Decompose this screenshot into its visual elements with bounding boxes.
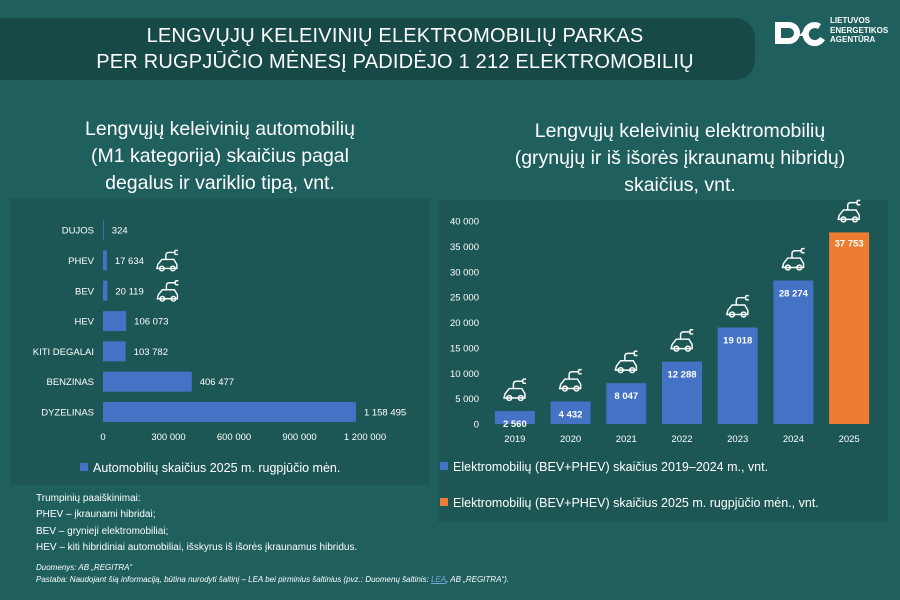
legend-swatch-blue [80, 463, 88, 471]
left-chart-title: Lengvųjų keleivinių automobilių (M1 kate… [30, 116, 410, 197]
page-title-line-1: LENGVŲJŲ KELEIVINIŲ ELEKTROMOBILIŲ PARKA… [146, 25, 644, 47]
right-chart-title: Lengvųjų keleivinių elektromobilių (gryn… [470, 118, 890, 199]
notes-line: HEV – kiti hibridiniai automobiliai, išs… [36, 541, 358, 553]
notes-line: PHEV – įkraunami hibridai; [36, 509, 156, 521]
logo-line: LIETUVOS [830, 16, 871, 25]
logo-line: AGENTŪRA [830, 35, 876, 44]
lea-logo-icon [775, 22, 825, 47]
logo-text: LIETUVOS ENERGETIKOS AGENTŪRA [830, 16, 888, 45]
notes-heading: Trumpinių paaiškinimai: [36, 493, 141, 504]
notes-line: BEV – grynieji elektromobiliai; [36, 525, 169, 537]
source-line-2: Pastaba: Naudojant šią informaciją, būti… [36, 574, 509, 586]
logo-line: ENERGETIKOS [830, 25, 889, 35]
legend-swatch-blue [440, 462, 448, 470]
right-chart-title-line: Lengvųjų keleivinių elektromobilių [534, 120, 826, 142]
source-line-2-pre: Pastaba: Naudojant šią informaciją, būti… [36, 574, 432, 584]
right-legend-label-1: Elektromobilių (BEV+PHEV) skaičius 2019–… [453, 460, 769, 474]
source-note: Duomenys: AB „REGITRA“ Pastaba: Naudojan… [36, 562, 509, 585]
right-legend-label-2: Elektromobilių (BEV+PHEV) skaičius 2025 … [453, 496, 819, 510]
left-legend-label: Automobilių skaičius 2025 m. rugpjūčio m… [93, 461, 341, 475]
left-chart-title-line: Lengvųjų keleivinių automobilių [85, 118, 355, 140]
lea-link[interactable]: LEA [431, 574, 447, 584]
abbreviation-notes: Trumpinių paaiškinimai: PHEV – įkraunami… [36, 491, 357, 556]
title-banner: LENGVŲJŲ KELEIVINIŲ ELEKTROMOBILIŲ PARKA… [0, 18, 755, 80]
right-chart-legend-2: Elektromobilių (BEV+PHEV) skaičius 2025 … [440, 496, 819, 510]
right-chart-title-line: (grynųjų ir iš išorės įkraunamų hibridų) [514, 147, 846, 169]
legend-swatch-orange [440, 498, 448, 506]
page-title-line-2: PER RUGPJŪČIO MĖNESĮ PADIDĖJO 1 212 ELEK… [96, 51, 694, 73]
left-chart-legend: Automobilių skaičius 2025 m. rugpjūčio m… [80, 461, 340, 475]
right-chart-legend-1: Elektromobilių (BEV+PHEV) skaičius 2019–… [440, 460, 768, 474]
left-chart-title-line: (M1 kategorija) skaičius pagal [91, 145, 349, 167]
source-line-1: Duomenys: AB „REGITRA“ [36, 563, 133, 572]
source-line-2-post: , AB „REGITRA“). [446, 574, 509, 584]
left-chart-panel [10, 198, 430, 485]
right-chart-title-line: skaičius, vnt. [624, 174, 736, 196]
left-chart-title-line: degalus ir variklio tipą, vnt. [105, 172, 335, 194]
